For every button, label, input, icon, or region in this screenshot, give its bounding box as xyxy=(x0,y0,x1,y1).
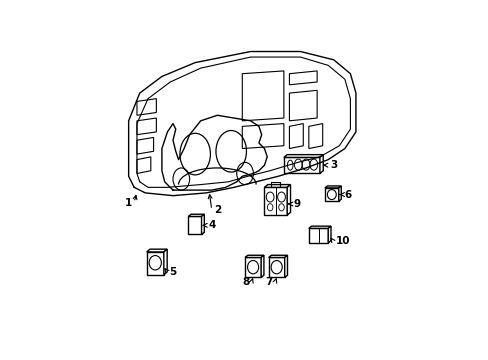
Polygon shape xyxy=(284,155,323,157)
Polygon shape xyxy=(242,71,284,121)
Polygon shape xyxy=(244,255,264,257)
Text: 10: 10 xyxy=(335,237,349,246)
Polygon shape xyxy=(327,226,330,243)
Polygon shape xyxy=(268,257,284,278)
Polygon shape xyxy=(146,252,163,275)
Polygon shape xyxy=(264,187,286,215)
Polygon shape xyxy=(308,228,327,243)
Polygon shape xyxy=(146,249,167,252)
Polygon shape xyxy=(289,71,317,85)
Polygon shape xyxy=(268,255,287,257)
Text: 1: 1 xyxy=(124,198,132,208)
Polygon shape xyxy=(242,123,284,149)
Polygon shape xyxy=(338,186,341,201)
Polygon shape xyxy=(308,226,330,228)
Polygon shape xyxy=(324,186,341,188)
Polygon shape xyxy=(284,157,319,174)
Polygon shape xyxy=(137,118,156,135)
Polygon shape xyxy=(289,90,317,121)
Text: 3: 3 xyxy=(330,160,337,170)
Polygon shape xyxy=(188,214,204,216)
Polygon shape xyxy=(308,123,322,149)
Polygon shape xyxy=(264,185,290,187)
Text: 8: 8 xyxy=(242,277,249,287)
Polygon shape xyxy=(284,255,287,278)
Polygon shape xyxy=(319,155,323,174)
Polygon shape xyxy=(286,185,290,215)
Text: 2: 2 xyxy=(214,205,221,215)
Polygon shape xyxy=(137,157,150,174)
Text: 9: 9 xyxy=(293,199,301,209)
Text: 5: 5 xyxy=(169,267,177,277)
Polygon shape xyxy=(201,214,204,234)
Polygon shape xyxy=(163,249,167,275)
Polygon shape xyxy=(261,255,264,278)
Text: 7: 7 xyxy=(265,277,272,287)
Polygon shape xyxy=(244,257,261,278)
Polygon shape xyxy=(137,138,153,154)
Polygon shape xyxy=(188,216,201,234)
Text: 4: 4 xyxy=(208,220,215,230)
Polygon shape xyxy=(324,188,338,201)
Polygon shape xyxy=(289,123,303,149)
Text: 6: 6 xyxy=(344,190,351,199)
Polygon shape xyxy=(137,99,156,115)
